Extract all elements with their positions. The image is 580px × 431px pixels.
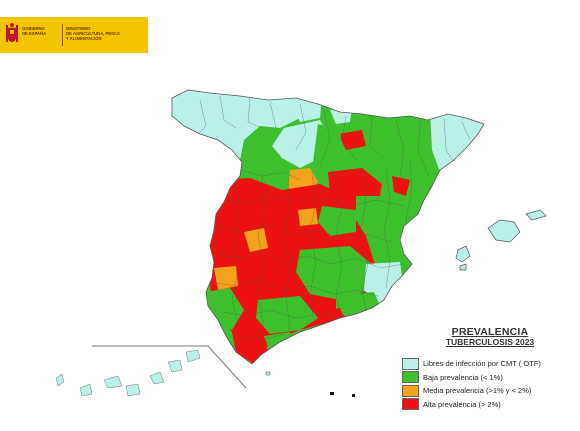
legend-item-medium: Media prevalencia (>1% y < 2%) — [402, 384, 578, 398]
region-northwest-free — [172, 90, 300, 160]
menorca-island — [525, 209, 547, 221]
region-aragon-red — [392, 176, 410, 196]
canary-island-1 — [55, 373, 65, 387]
region-catalonia-free — [430, 110, 484, 172]
canary-island-5 — [149, 371, 165, 385]
region-burgos-green — [312, 124, 344, 174]
banner-divider — [62, 24, 63, 46]
region-extremadura-orange-2 — [214, 266, 238, 290]
ibiza-island — [455, 245, 471, 263]
legend-title: PREVALENCIA — [451, 326, 529, 338]
north-africa-territories — [265, 371, 355, 397]
peninsula — [171, 89, 485, 365]
legend-items: Libres de infección por CMT ( OTF) Baja … — [402, 357, 578, 411]
government-label: GOBIERNO DE ESPAÑA — [22, 26, 47, 36]
region-navarra-red — [338, 130, 366, 150]
region-andalusia-green — [256, 296, 318, 334]
canary-island-7 — [185, 349, 201, 363]
legend-label-free: Libres de infección por CMT ( OTF) — [423, 359, 541, 369]
region-malaga-green — [264, 332, 294, 352]
region-madrid-green — [318, 206, 356, 236]
region-cantabria-free — [290, 98, 322, 122]
canary-islands-inset — [55, 345, 247, 397]
legend-swatch-high — [402, 398, 419, 411]
region-cuenca-green — [356, 196, 410, 272]
legend-label-medium: Media prevalencia (>1% y < 2%) — [423, 386, 532, 396]
legend-label-high: Alta prevalencia (> 2%) — [423, 399, 501, 409]
region-center-orange — [298, 208, 318, 226]
legend-item-high: Alta prevalencia (> 2%) — [402, 398, 578, 412]
canary-island-2 — [79, 383, 93, 397]
region-cadiz-red — [232, 328, 268, 364]
ministry-logo-banner: GOBIERNO DE ESPAÑA MINISTERIO DE AGRICUL… — [0, 17, 148, 53]
canary-island-3 — [103, 375, 123, 389]
formentera-island — [459, 263, 467, 271]
region-almeria-green — [336, 292, 380, 318]
county-borders — [195, 95, 471, 341]
region-huelva-green — [206, 288, 244, 330]
map-legend: PREVALENCIA TUBERCULOSIS 2023 Libres de … — [402, 326, 578, 411]
legend-swatch-free — [402, 357, 419, 370]
region-extremadura-orange-1 — [244, 228, 268, 252]
legend-swatch-low — [402, 371, 419, 384]
coat-of-arms-icon — [6, 23, 18, 43]
balearic-islands — [455, 209, 547, 271]
ministry-label: MINISTERIO DE AGRICULTURA, PESCA Y ALIME… — [66, 26, 120, 41]
spain-outline — [171, 89, 485, 365]
inset-frame — [92, 345, 247, 389]
canary-island-4 — [125, 383, 141, 397]
canary-island-6 — [167, 359, 183, 373]
legend-label-low: Baja prevalencia (< 1%) — [423, 372, 503, 382]
region-la-mancha-green — [296, 246, 376, 300]
legend-subtitle: TUBERCULOSIS 2023 — [445, 337, 535, 347]
legend-swatch-medium — [402, 384, 419, 397]
mallorca-island — [487, 219, 521, 243]
legend-item-free: Libres de infección por CMT ( OTF) — [402, 357, 578, 371]
legend-item-low: Baja prevalencia (< 1%) — [402, 371, 578, 385]
